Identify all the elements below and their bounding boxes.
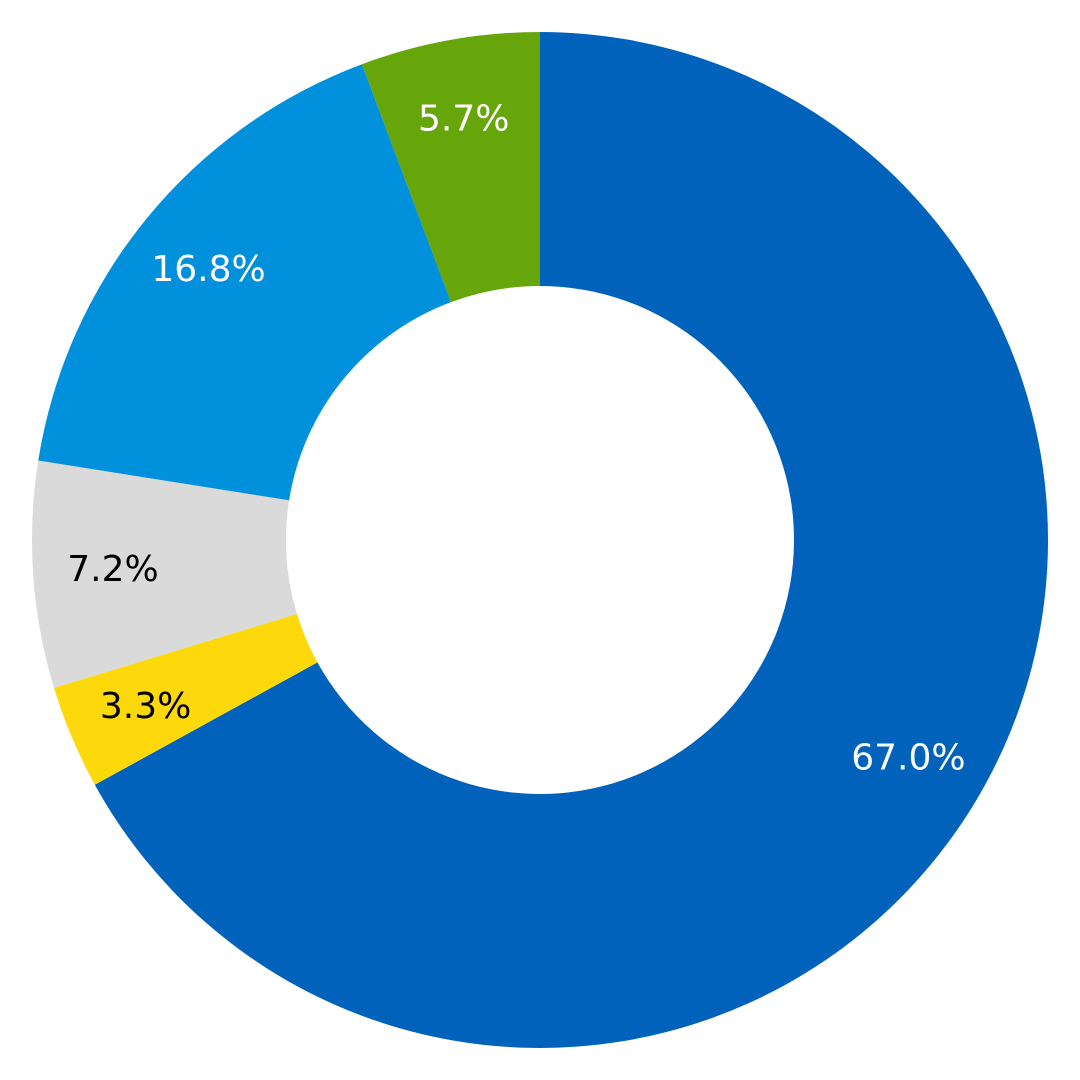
donut-slice-2 — [31, 460, 298, 688]
slice-label-3: 16.8% — [151, 249, 265, 290]
slices-layer — [31, 32, 1049, 1048]
donut-slice-4 — [361, 32, 540, 303]
labels-layer: 67.0% 3.3% 7.2% 16.8% 5.7% — [67, 98, 965, 778]
donut-slice-3 — [38, 64, 451, 501]
slice-label-4: 5.7% — [418, 98, 509, 139]
slice-label-0: 67.0% — [851, 737, 965, 778]
slice-label-2: 7.2% — [67, 549, 158, 590]
slice-label-1: 3.3% — [100, 686, 191, 727]
donut-slice-1 — [53, 613, 318, 785]
donut-slice-0 — [94, 32, 1049, 1048]
